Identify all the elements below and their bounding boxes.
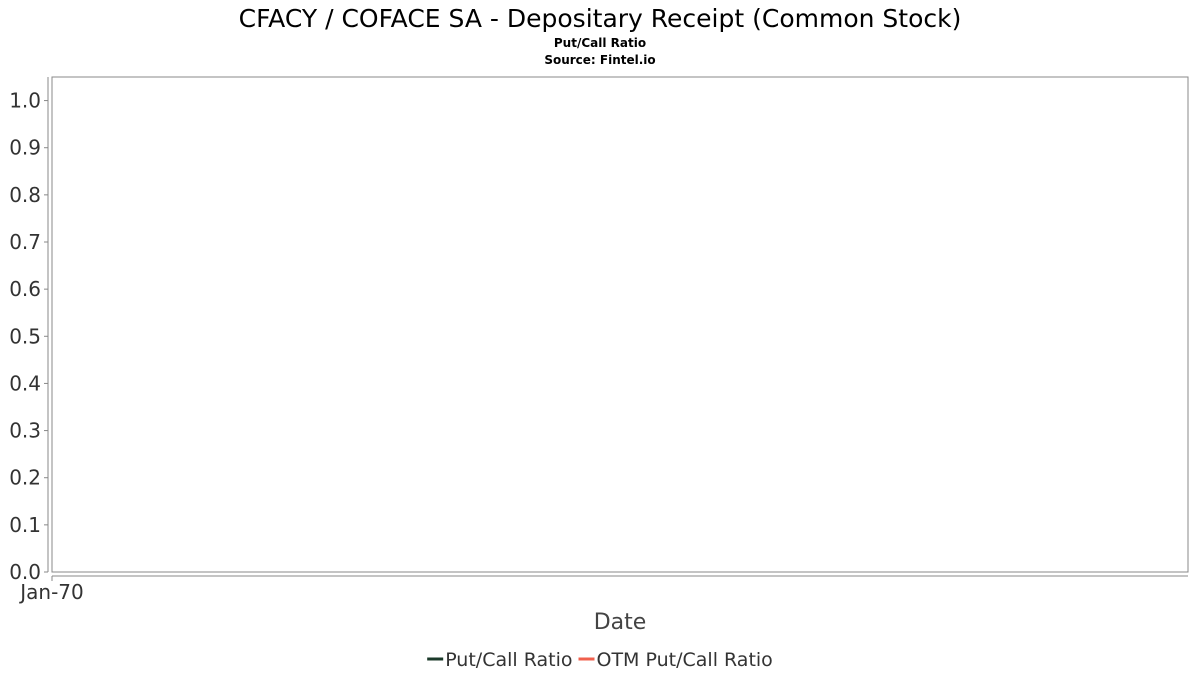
- y-tick-label: 0.2: [9, 466, 41, 490]
- y-tick-label: 0.0: [9, 560, 41, 584]
- chart-title: CFACY / COFACE SA - Depositary Receipt (…: [239, 4, 962, 33]
- y-tick-label: 0.9: [9, 136, 41, 160]
- chart-source: Source: Fintel.io: [544, 53, 655, 67]
- y-tick-label: 0.6: [9, 277, 41, 301]
- legend-label: Put/Call Ratio: [445, 649, 572, 671]
- chart-subtitle: Put/Call Ratio: [554, 36, 646, 50]
- y-tick-label: 0.1: [9, 513, 41, 537]
- legend-item: Put/Call Ratio: [427, 649, 573, 671]
- y-tick-label: 0.7: [9, 230, 41, 254]
- legend: Put/Call Ratio OTM Put/Call Ratio: [427, 649, 773, 671]
- y-tick-label: 0.5: [9, 324, 41, 348]
- x-axis-ticks: Jan-70: [18, 576, 84, 604]
- y-tick-label: 0.8: [9, 183, 41, 207]
- y-axis-ticks: 0.0 0.1 0.2 0.3 0.4 0.5 0.6 0.7 0.8 0.9 1.0: [9, 89, 48, 584]
- legend-item: OTM Put/Call Ratio: [578, 649, 773, 671]
- legend-label: OTM Put/Call Ratio: [597, 649, 773, 671]
- plot-area: [51, 76, 1189, 573]
- x-tick-label: Jan-70: [18, 580, 84, 604]
- y-tick-label: 1.0: [9, 89, 41, 113]
- y-tick-label: 0.3: [9, 419, 41, 443]
- x-axis-title: Date: [594, 610, 647, 635]
- y-tick-label: 0.4: [9, 371, 41, 395]
